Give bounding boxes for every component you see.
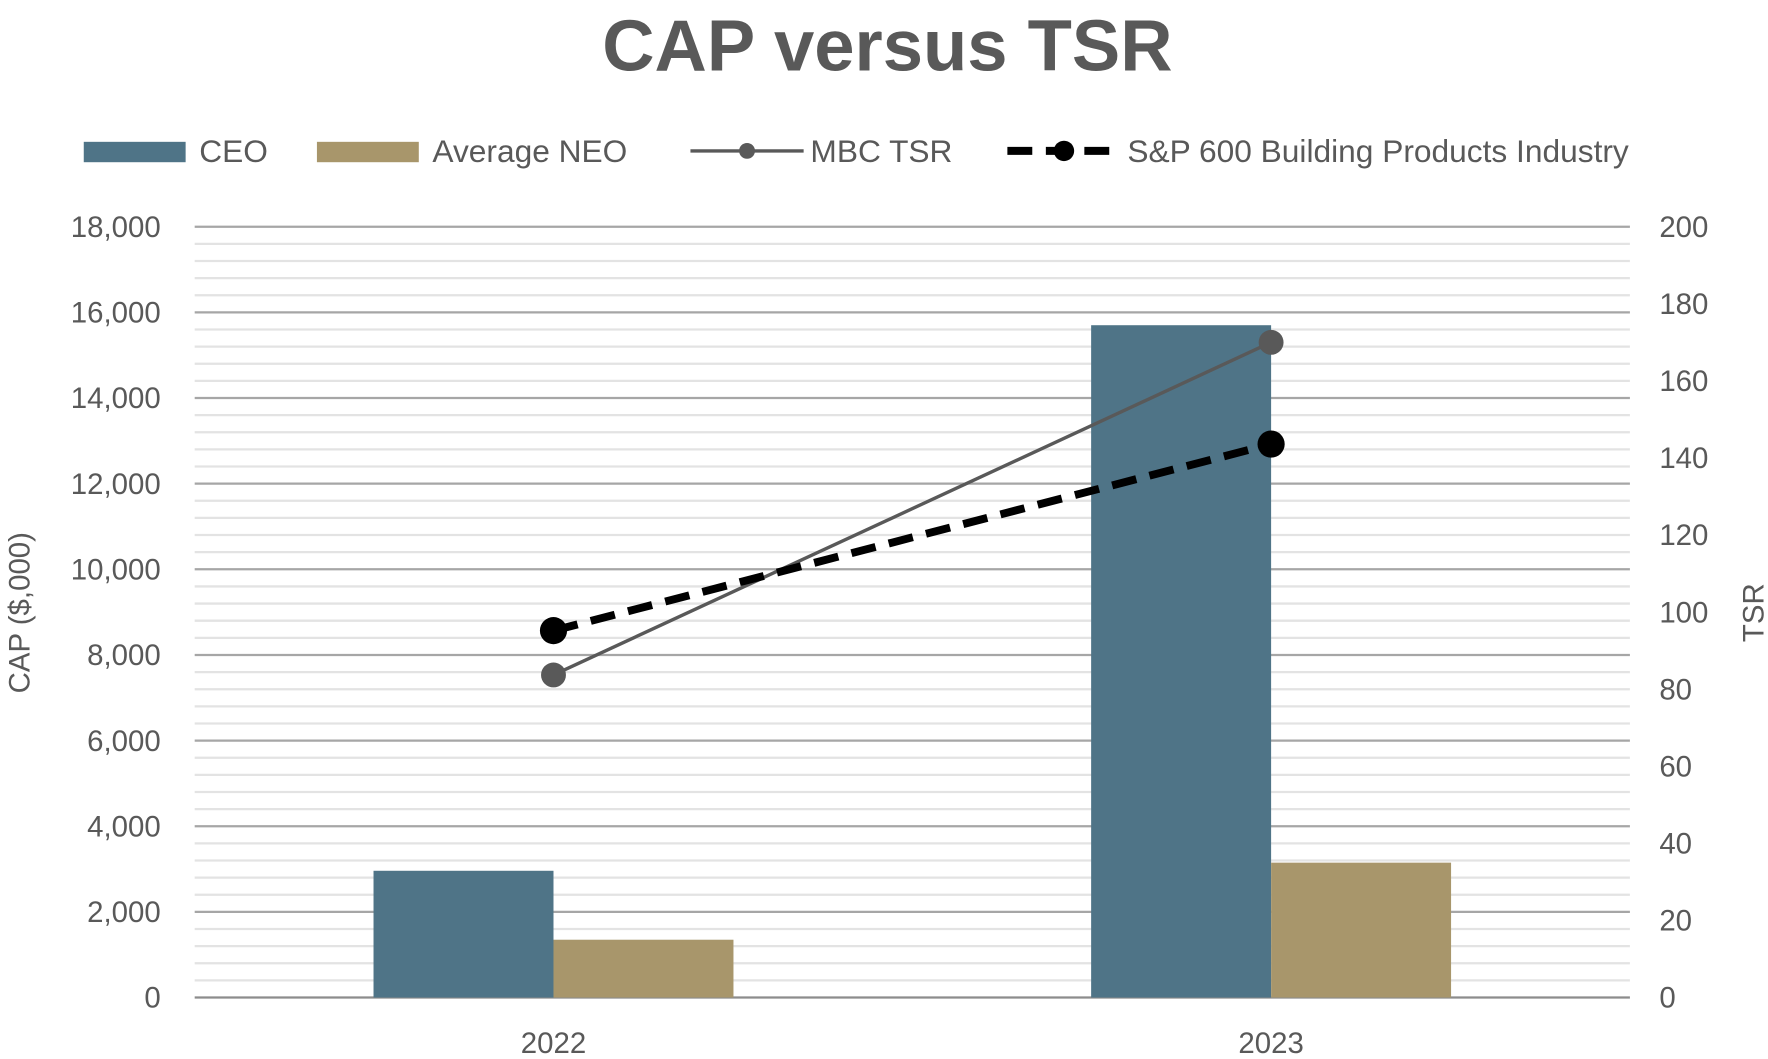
y-tick-label: 4,000 xyxy=(87,810,161,843)
y2-tick-label: 80 xyxy=(1659,673,1692,706)
x-tick-label: 2023 xyxy=(1238,1027,1303,1059)
legend: CEO Average NEO MBC TSR S&P 600 Building Pr… xyxy=(83,133,1629,169)
axes: 0 2,000 4,000 6,000 8,000 10,000 12,000 14,000 1… xyxy=(71,211,1709,1059)
y-tick-label: 14,000 xyxy=(71,382,161,415)
point-mbc-tsr-2023 xyxy=(1258,329,1284,355)
y2-tick-label: 40 xyxy=(1659,828,1692,861)
y2-tick-label: 180 xyxy=(1659,288,1708,321)
y2-tick-label: 200 xyxy=(1659,211,1708,244)
y-tick-label: 6,000 xyxy=(87,725,161,758)
legend-marker-mbc-tsr xyxy=(739,142,755,159)
y-axis-label: CAP ($,000) xyxy=(3,532,36,693)
legend-swatch-ceo xyxy=(83,141,186,163)
line-sandp-600-building-products-industry xyxy=(552,440,1273,635)
y2-tick-label: 0 xyxy=(1659,982,1675,1015)
y-tick-label: 16,000 xyxy=(71,297,161,330)
y-tick-label: 8,000 xyxy=(87,639,161,672)
y2-tick-label: 20 xyxy=(1659,905,1692,938)
bar-average-neo-2023 xyxy=(1271,862,1452,998)
y2-axis-label: TSR xyxy=(1737,583,1768,642)
line-mbc-tsr xyxy=(552,340,1272,677)
legend-label-average-neo: Average NEO xyxy=(432,133,627,169)
y2-tick-label: 120 xyxy=(1659,519,1708,552)
legend-label-ceo: CEO xyxy=(199,133,268,169)
legend-marker-s-p-600-building-products-industry xyxy=(1053,140,1075,162)
x-tick-label: 2022 xyxy=(521,1027,586,1059)
bar-ceo-2023 xyxy=(1091,325,1272,998)
y2-tick-label: 160 xyxy=(1659,365,1708,398)
bars xyxy=(373,325,1452,998)
point-sandp-600-building-products-industry-2022 xyxy=(539,617,568,645)
lines xyxy=(539,329,1285,688)
y2-tick-label: 100 xyxy=(1659,596,1708,629)
bar-average-neo-2022 xyxy=(553,939,734,998)
legend-label-s-p-600-building-products-industry: S&P 600 Building Products Industry xyxy=(1127,133,1629,169)
y-tick-label: 10,000 xyxy=(71,553,161,586)
legend-label-mbc-tsr: MBC TSR xyxy=(810,133,952,169)
legend-swatch-average-neo xyxy=(316,141,419,163)
point-mbc-tsr-2022 xyxy=(541,662,566,688)
y-tick-label: 2,000 xyxy=(87,896,161,929)
bar-ceo-2022 xyxy=(373,870,554,998)
y2-tick-label: 140 xyxy=(1659,442,1708,475)
y-tick-label: 18,000 xyxy=(71,211,161,244)
y2-tick-label: 60 xyxy=(1659,750,1692,783)
y-tick-label: 12,000 xyxy=(71,468,161,501)
y-tick-label: 0 xyxy=(144,982,160,1015)
chart-title: CAP versus TSR xyxy=(602,6,1172,87)
point-sandp-600-building-products-industry-2023 xyxy=(1257,430,1285,458)
